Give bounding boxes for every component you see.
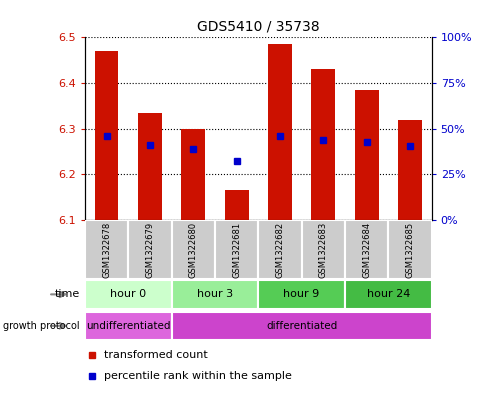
Text: percentile rank within the sample: percentile rank within the sample (104, 371, 291, 381)
Bar (388, 220, 431, 279)
Bar (94, 51, 118, 220)
Bar (128, 220, 171, 279)
Text: hour 9: hour 9 (283, 289, 319, 299)
Bar (85, 280, 171, 309)
Bar (344, 280, 431, 309)
Bar (85, 220, 128, 279)
Text: transformed count: transformed count (104, 350, 207, 360)
Text: time: time (55, 289, 80, 299)
Text: GSM1322685: GSM1322685 (405, 222, 414, 277)
Text: GSM1322683: GSM1322683 (318, 221, 327, 278)
Text: undifferentiated: undifferentiated (86, 321, 170, 331)
Text: growth protocol: growth protocol (3, 321, 80, 331)
Bar (85, 312, 171, 340)
Bar (181, 129, 205, 220)
Text: differentiated: differentiated (265, 321, 336, 331)
Text: hour 0: hour 0 (110, 289, 146, 299)
Bar (214, 220, 257, 279)
Bar (311, 69, 334, 220)
Text: GSM1322681: GSM1322681 (232, 222, 241, 277)
Bar (268, 44, 291, 220)
Text: GSM1322682: GSM1322682 (275, 222, 284, 277)
Bar (354, 90, 378, 220)
Bar (137, 113, 162, 220)
Text: GSM1322679: GSM1322679 (145, 222, 154, 277)
Bar (171, 280, 257, 309)
Bar (257, 280, 344, 309)
Bar (257, 220, 301, 279)
Text: GSM1322678: GSM1322678 (102, 221, 111, 278)
Text: hour 3: hour 3 (197, 289, 232, 299)
Text: GSM1322680: GSM1322680 (188, 222, 197, 277)
Title: GDS5410 / 35738: GDS5410 / 35738 (197, 19, 319, 33)
Bar (224, 190, 248, 220)
Bar (171, 312, 431, 340)
Text: GSM1322684: GSM1322684 (362, 222, 370, 277)
Bar (301, 220, 344, 279)
Bar (171, 220, 214, 279)
Bar (397, 119, 421, 220)
Text: hour 24: hour 24 (366, 289, 409, 299)
Bar (344, 220, 388, 279)
